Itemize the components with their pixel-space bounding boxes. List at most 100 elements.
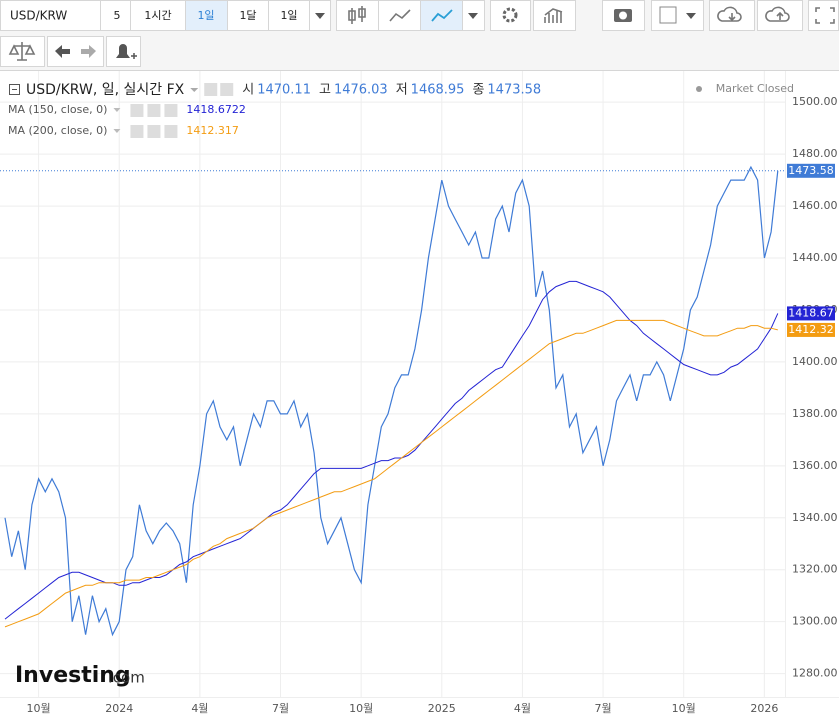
legend-button [130, 125, 144, 138]
caret [315, 13, 325, 19]
ohlc-value: 1476.03 [334, 83, 388, 98]
y-tick-label: 1340.00 [792, 511, 838, 524]
y-tick-label: 1380.00 [792, 407, 838, 420]
legend-button [147, 125, 161, 138]
ohlc-value: 1468.95 [411, 83, 465, 98]
y-tick-label: 1280.00 [792, 667, 838, 680]
upload-icon [765, 6, 790, 22]
interval-label: 1일 [197, 8, 214, 22]
legend-entry: MA (200, close, 0) [8, 124, 107, 137]
legend-entry: MA (150, close, 0) [8, 103, 107, 116]
undo-icon [55, 45, 70, 58]
interval-label: 1일 [280, 8, 297, 22]
y-tick-label: 1440.00 [792, 251, 838, 264]
status-dot [696, 86, 702, 92]
ohlc-label: 고 [319, 83, 331, 98]
legend-button [204, 83, 218, 96]
ohlc-value: 1473.58 [487, 83, 541, 98]
interval-label: 1시간 [144, 9, 171, 22]
area-icon [389, 9, 411, 22]
status: Market Closed [716, 82, 794, 95]
axis-value-label: 1412.32 [788, 323, 834, 336]
fullscreen-button[interactable] [808, 0, 839, 31]
x-tick-label: 2026 [750, 702, 778, 715]
legend-button [130, 104, 144, 117]
ohlc-label: 종 [472, 83, 484, 98]
caret [468, 13, 478, 19]
y-tick-label: 1300.00 [792, 615, 838, 628]
interval-label: 1달 [239, 9, 256, 22]
indicator-icon [544, 8, 563, 23]
dropdown-caret [190, 88, 199, 92]
camera-lens [619, 11, 627, 20]
axis-value-label: 1473.58 [788, 164, 834, 177]
x-tick-label: 10월 [672, 702, 696, 715]
download-icon [717, 6, 742, 22]
legend: USD/KRW, 일, 실시간 FX Market Closed 시 1470.1… [8, 82, 794, 138]
candle-icon [348, 6, 366, 24]
axis-value-box [787, 322, 835, 337]
ohlc-label: 시 [242, 83, 254, 98]
grid: 1280.00 1300.00 1320.00 1340.00 1360.00 1380.… [0, 71, 838, 715]
symbol: USD/KRW [10, 9, 67, 23]
ohlc-label: 저 [396, 83, 408, 98]
x-tick-label: 7월 [595, 702, 612, 715]
ma-line [4, 280, 779, 620]
line-icon [431, 9, 453, 22]
bell-icon [116, 44, 130, 58]
x-tick-label: 10월 [349, 702, 373, 715]
axis-value-box [787, 163, 835, 178]
logo-suffix: .com [108, 669, 145, 687]
legend-button [147, 104, 161, 117]
y-tick-label: 1480.00 [792, 147, 838, 160]
gear-icon [502, 7, 518, 23]
legend-value: 1418.6722 [186, 103, 246, 116]
x-tick-label: 2024 [105, 702, 133, 715]
legend-button [220, 83, 234, 96]
legend-main: USD/KRW, 일, 실시간 FX [26, 82, 185, 98]
indicator-button[interactable] [533, 0, 576, 31]
scale-icon [8, 42, 36, 61]
axis-value-label: 1418.67 [788, 306, 834, 319]
x-tick-label: 2025 [428, 702, 456, 715]
settings-button[interactable] [490, 0, 531, 31]
logo: Investing [15, 663, 131, 688]
y-tick-label: 1460.00 [792, 199, 838, 212]
caret [686, 13, 696, 19]
dropdown-caret [113, 108, 121, 112]
candle-button[interactable] [336, 0, 379, 31]
ma-line [4, 319, 778, 628]
interval-button[interactable] [100, 0, 131, 31]
dropdown-caret [113, 129, 121, 133]
fullscreen-icon [815, 7, 835, 24]
y-tick-label: 1320.00 [792, 563, 838, 576]
plus-icon [131, 53, 137, 59]
plot [0, 165, 785, 637]
interval-button[interactable] [268, 0, 310, 31]
price-line [4, 165, 779, 637]
y-tick-label: 1400.00 [792, 355, 838, 368]
color-button[interactable] [651, 0, 704, 31]
legend-button [164, 125, 178, 138]
interval-button-active[interactable] [185, 0, 228, 31]
x-tick-label: 10월 [27, 702, 51, 715]
legend-button [164, 104, 178, 117]
x-tick-label: 4월 [191, 702, 208, 715]
legend-value: 1412.317 [186, 124, 239, 137]
interval-button[interactable] [227, 0, 269, 31]
axis-value-box [787, 306, 835, 321]
y-tick-label: 1500.00 [792, 95, 838, 108]
upload-button[interactable] [757, 0, 803, 31]
interval-button[interactable] [130, 0, 186, 31]
color-swatch [659, 6, 677, 24]
ohlc-value: 1470.11 [257, 83, 311, 98]
redo-icon [81, 45, 96, 58]
symbol-box[interactable] [0, 0, 101, 31]
interval-label: 5 [114, 9, 121, 22]
x-tick-label: 4월 [514, 702, 531, 715]
alert-button[interactable] [106, 36, 141, 67]
x-tick-label: 7월 [272, 702, 289, 715]
y-tick-label: 1360.00 [792, 459, 838, 472]
